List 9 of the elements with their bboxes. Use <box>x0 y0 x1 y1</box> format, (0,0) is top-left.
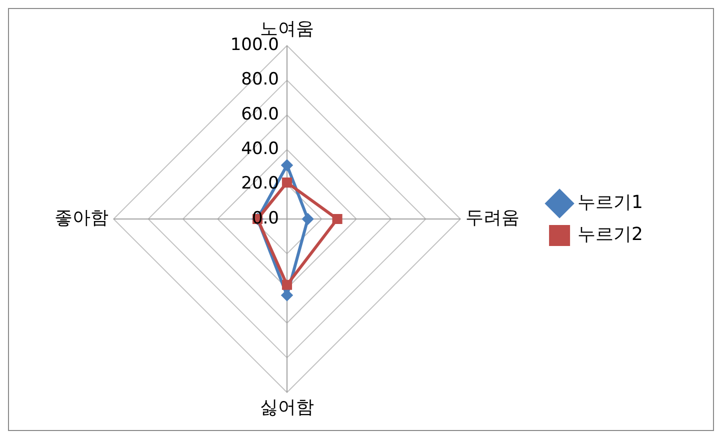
legend-label: 누르기2 <box>578 224 643 246</box>
spoke-label: 좋아함 <box>54 208 109 229</box>
legend-label: 누르기1 <box>578 192 643 214</box>
y-tick-label: 40.0 <box>241 139 279 160</box>
y-tick-label: 60.0 <box>241 104 279 124</box>
spoke-label: 두려움 <box>465 208 520 229</box>
y-tick-label: 100.0 <box>230 35 279 56</box>
y-tick-label: 80.0 <box>241 70 279 90</box>
spoke-label: 싫어함 <box>260 396 314 418</box>
